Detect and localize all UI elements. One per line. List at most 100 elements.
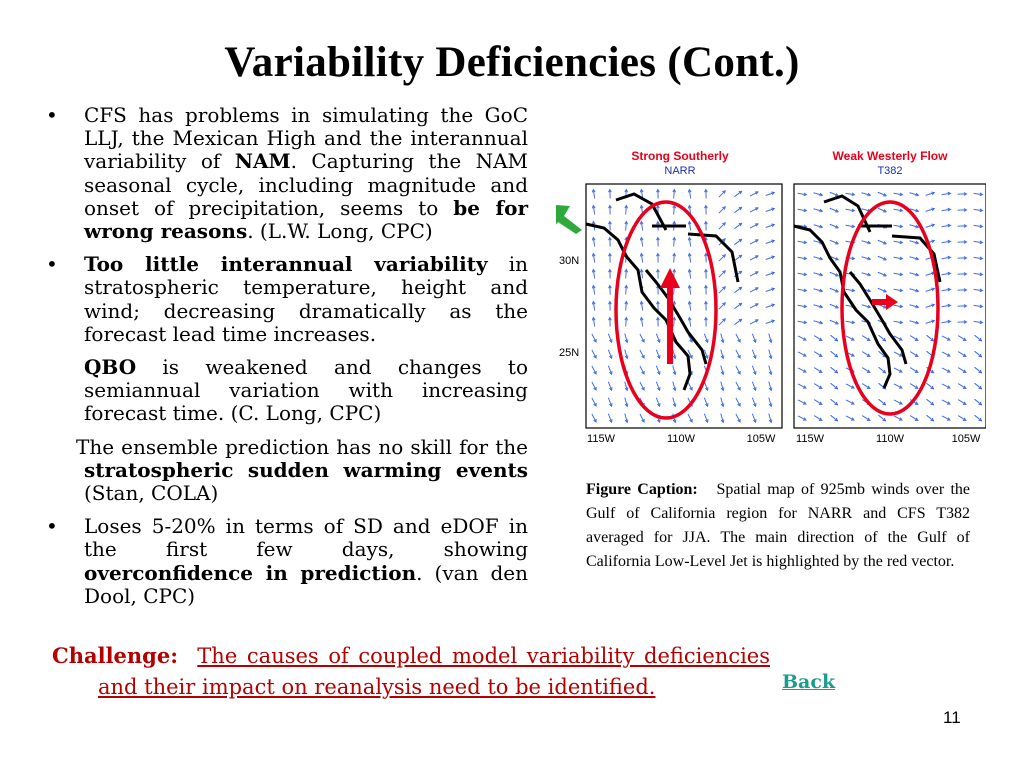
wind-vector-head — [979, 288, 984, 293]
wind-vector-head — [687, 300, 692, 305]
wind-vector — [625, 285, 627, 295]
lon-label-left-115w: 115W — [587, 433, 616, 445]
wind-vector — [734, 318, 742, 326]
wind-vector — [797, 272, 807, 276]
wind-vector — [688, 189, 692, 199]
wind-vector-head — [591, 220, 596, 225]
wind-vector — [909, 240, 919, 244]
wind-vector-head — [978, 369, 983, 374]
wind-vector — [877, 271, 887, 277]
wind-vector-head — [915, 208, 920, 213]
wind-vector-head — [771, 191, 776, 196]
wind-vector — [861, 383, 871, 389]
wind-vector-head — [624, 220, 629, 225]
wind-vector-head — [687, 236, 692, 241]
wind-vector-head — [771, 239, 776, 244]
wind-vector-head — [867, 240, 872, 245]
wind-vector — [592, 237, 596, 247]
wind-vector — [718, 318, 726, 326]
wind-vector-head — [687, 284, 692, 289]
wind-vector-head — [899, 192, 904, 197]
wind-vector-head — [883, 289, 888, 293]
wind-vector-head — [898, 369, 903, 373]
wind-vector — [974, 414, 982, 422]
wind-vector-head — [754, 207, 759, 211]
wind-vector — [909, 272, 919, 276]
wind-vector — [687, 333, 693, 343]
wind-vector — [861, 256, 871, 260]
wind-vector — [639, 381, 645, 391]
pointer-arrow — [556, 205, 582, 234]
wind-vector — [925, 192, 935, 196]
wind-vector-head — [899, 208, 904, 213]
wind-vector — [591, 397, 597, 407]
wind-vector — [957, 383, 967, 389]
wind-vector-head — [624, 316, 629, 321]
wind-vector — [655, 397, 661, 407]
bullet-text: CFS has problems in simulating the GoC L… — [84, 103, 528, 174]
wind-vector — [941, 192, 951, 196]
wind-vector — [718, 206, 726, 214]
wind-vector — [607, 381, 613, 391]
wind-vector-head — [899, 304, 904, 309]
bullet-emphasis: overconfidence in prediction — [84, 560, 417, 585]
right-map-coastline — [793, 194, 942, 389]
wind-vector — [909, 256, 919, 260]
wind-vector-head — [687, 204, 692, 209]
wind-vector-head — [672, 268, 677, 273]
wind-vector-head — [753, 419, 757, 424]
wind-vector — [797, 288, 807, 292]
wind-vector-head — [639, 300, 644, 305]
wind-vector-head — [705, 387, 709, 392]
wind-vector — [749, 319, 759, 325]
wind-vector-head — [931, 239, 936, 244]
wind-vector — [749, 223, 759, 229]
wind-vector — [591, 381, 597, 391]
wind-vector-head — [656, 236, 660, 241]
wind-vector — [625, 269, 627, 279]
wind-vector — [720, 333, 724, 343]
wind-vector-head — [882, 369, 887, 374]
wind-vector — [941, 320, 951, 324]
wind-vector-head — [914, 353, 919, 357]
wind-vector — [749, 255, 759, 261]
wind-vector-head — [591, 204, 596, 209]
wind-vector-head — [803, 192, 808, 197]
wind-vector-head — [883, 193, 888, 197]
wind-vector — [639, 349, 645, 359]
wind-vector-head — [657, 403, 661, 408]
wind-vector-head — [771, 207, 776, 212]
wind-vector — [735, 365, 741, 375]
wind-vector — [941, 351, 951, 357]
wind-vector — [909, 192, 919, 196]
wind-vector — [735, 349, 741, 359]
wind-vector-head — [722, 190, 726, 194]
wind-vector-head — [608, 252, 612, 257]
wind-vector — [957, 399, 967, 405]
wind-vector — [845, 415, 855, 421]
wind-vector-head — [835, 305, 840, 309]
wind-vector — [673, 317, 675, 327]
wind-vector-head — [963, 256, 968, 260]
wind-vector-head — [803, 304, 808, 309]
wind-vector — [655, 333, 661, 343]
wind-vector — [941, 399, 951, 405]
lat-label-30n: 30N — [559, 255, 579, 267]
back-link[interactable]: Back — [782, 671, 836, 693]
wind-vector-head — [609, 339, 613, 344]
wind-vector — [751, 381, 757, 391]
wind-vector — [893, 399, 903, 405]
wind-vector-head — [689, 354, 693, 359]
wind-vector — [877, 207, 887, 213]
wind-vector-head — [898, 401, 903, 405]
wind-vector — [861, 192, 871, 196]
wind-vector — [893, 415, 903, 421]
wind-vector — [845, 335, 855, 341]
wind-vector-head — [947, 303, 952, 308]
wind-vector — [861, 351, 871, 357]
wind-vector — [925, 304, 935, 308]
wind-vector — [640, 301, 644, 311]
wind-vector — [830, 414, 838, 422]
wind-vector — [797, 240, 807, 244]
wind-vector — [813, 208, 823, 212]
